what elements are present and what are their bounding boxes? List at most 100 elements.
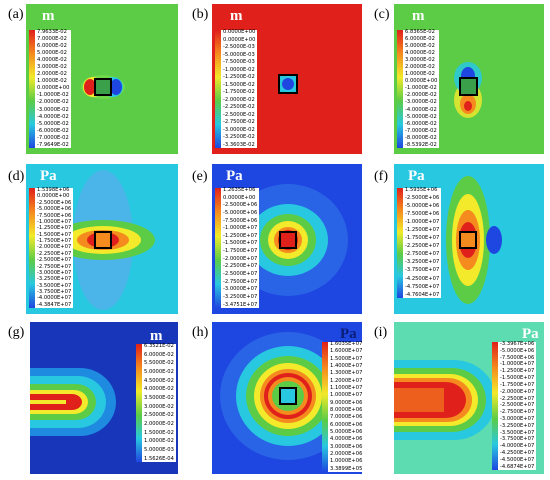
legend-tick-label: -2.5000E+07 — [223, 271, 258, 278]
legend-tick-label: -4.7604E+07 — [405, 291, 440, 298]
legend-tick-label: 1.0000E+07 — [330, 392, 363, 399]
legend-tick-label: -3.2500E-02 — [223, 134, 255, 141]
legend-tick-label: -3.7500E+07 — [37, 289, 72, 295]
legend-tick-label: 1.0000E+06 — [330, 458, 363, 465]
unit-label: m — [42, 8, 55, 24]
legend-tick-label: -2.5000E+06 — [37, 199, 72, 206]
contour-plot — [26, 164, 178, 314]
unit-label: Pa — [522, 326, 539, 342]
legend-tick-label: -2.2500E+07 — [405, 243, 440, 250]
legend-tick-label: -1.7500E+07 — [500, 381, 535, 388]
legend-bar — [29, 188, 35, 308]
panel-label: (f) — [374, 169, 388, 184]
panel-label: (b) — [192, 7, 209, 22]
unit-label: Pa — [40, 168, 57, 184]
legend-tick-label: 1.2000E+07 — [330, 377, 363, 384]
legend-ticks: -3.3967E+06 -5.0000E+06 -7.5000E+06 -1.0000… — [498, 341, 536, 470]
legend-tick-label: 0.0000E+00 — [223, 194, 256, 201]
legend-tick-label: -3.2500E+07 — [37, 276, 72, 283]
legend-tick-label: -1.2500E+07 — [405, 227, 440, 234]
contour-plot — [394, 164, 544, 314]
unit-label: m — [230, 8, 243, 24]
legend-tick-label: 1.2635E+06 — [223, 187, 256, 193]
legend-tick-label: -7.5000E+06 — [405, 211, 440, 218]
legend-tick-label: -2.0000E-02 — [223, 96, 255, 103]
legend-tick-label: -1.2500E-02 — [223, 74, 255, 81]
legend-tick-label: -1.2500E+07 — [223, 232, 258, 239]
legend-tick-label: -4.2500E+07 — [500, 450, 535, 456]
panel-h: (h) Pa 1.6035E+07 1.6000E+07 1.5000E+07 1.4… — [184, 318, 368, 480]
panel-c: (c) m 6.8365E-02 6.0000E-02 5.0000E-02 4.00… — [368, 0, 550, 160]
legend-tick-label: -5.0000E+06 — [223, 209, 258, 216]
legend-tick-label: -2.0000E+07 — [223, 255, 258, 262]
legend-tick-label: 7.9633E-02 — [37, 29, 67, 35]
legend-tick-label: -1.2500E+07 — [37, 225, 72, 232]
legend-bar — [136, 344, 142, 462]
legend-tick-label: -1.5000E+07 — [223, 240, 258, 247]
legend-tick-label: -1.0000E+07 — [405, 219, 440, 226]
legend-ticks: 1.5935E+06 -2.5000E+06 -5.0000E+06 -7.5000E… — [403, 187, 441, 298]
legend-tick-label: -2.0000E+07 — [500, 388, 535, 395]
legend-tick-label: 5.0000E-03 — [144, 447, 174, 454]
legend-tick-label: 1.6035E+07 — [330, 341, 363, 347]
legend-tick-label: -2.5000E+06 — [223, 202, 258, 209]
legend-tick-label: -4.0000E+07 — [500, 443, 535, 450]
color-legend: 6.8365E-02 6.0000E-02 5.0000E-02 4.0000E-02… — [397, 29, 440, 148]
panel-f: (f) Pa 1.5935E+06 -2.5000E+06 -5.0000E+06-… — [368, 160, 550, 318]
legend-tick-label: 1.1000E+07 — [330, 384, 363, 391]
legend-tick-label: -2.7500E-02 — [223, 119, 255, 126]
legend-ticks: 7.9633E-02 7.0000E-02 6.0000E-02 5.0000E-02… — [35, 29, 71, 148]
panel-label: (a) — [8, 7, 24, 22]
legend-tick-label: -3.0000E-02 — [405, 99, 437, 106]
legend-tick-label: 3.0000E-02 — [37, 64, 67, 71]
legend-tick-label: -3.0000E-02 — [37, 106, 69, 113]
unit-label: Pa — [408, 168, 425, 184]
legend-tick-label: 6.0000E-02 — [37, 43, 67, 50]
legend-tick-label: -2.5000E-03 — [223, 44, 255, 51]
legend-tick-label: -8.5392E-02 — [405, 141, 437, 148]
legend-tick-label: 0.0000E+00 — [37, 193, 70, 200]
legend-tick-label: 3.0000E-02 — [405, 57, 435, 64]
legend-tick-label: -4.0000E+07 — [37, 295, 72, 302]
legend-tick-label: -3.3967E+06 — [500, 341, 535, 347]
panel-label: (h) — [192, 325, 209, 340]
legend-tick-label: -2.5000E+06 — [405, 195, 440, 202]
legend-tick-label: -5.0000E-02 — [405, 113, 437, 120]
legend-tick-label: 6.0000E-02 — [405, 36, 435, 43]
legend-tick-label: 2.0000E-02 — [37, 71, 67, 78]
color-legend: 1.5398E+06 0.0000E+00 -2.5000E+06 -5.0000E+… — [29, 187, 74, 308]
legend-tick-label: 6.8365E-02 — [405, 29, 435, 35]
legend-tick-label: -1.0000E+07 — [223, 225, 258, 232]
legend-tick-label: -1.5000E+07 — [37, 231, 72, 238]
legend-bar — [215, 30, 221, 148]
legend-tick-label: -6.0000E-02 — [37, 127, 69, 134]
legend-tick-label: 1.0000E-02 — [405, 71, 435, 78]
legend-tick-label: -2.2500E+07 — [37, 250, 72, 257]
panel-label: (c) — [374, 7, 390, 22]
legend-tick-label: -2.2500E-02 — [223, 104, 255, 111]
legend-tick-label: -2.7500E+07 — [405, 251, 440, 258]
legend-tick-label: 5.0000E-02 — [37, 50, 67, 57]
contour-plot — [26, 4, 178, 154]
legend-tick-label: -7.5000E+06 — [223, 217, 258, 224]
legend-bar — [29, 30, 35, 148]
legend-ticks: 1.6035E+07 1.6000E+07 1.5000E+07 1.4000E+07… — [328, 341, 364, 472]
legend-tick-label: -3.4751E+07 — [223, 301, 258, 308]
legend-ticks: 0.0000E+00 0.0000E+00 -2.5000E-03 -5.0000E-… — [221, 29, 257, 148]
legend-tick-label: -3.5000E+07 — [37, 282, 72, 289]
legend-ticks: 1.5398E+06 0.0000E+00 -2.5000E+06 -5.0000E+… — [35, 187, 73, 308]
legend-tick-label: 0.0000E+00 — [405, 78, 438, 85]
legend-tick-label: -2.2500E+07 — [500, 395, 535, 402]
legend-tick-label: 0.0000E+00 — [223, 36, 256, 43]
legend-tick-label: -7.9649E-02 — [37, 141, 69, 148]
legend-tick-label: 5.0000E-02 — [144, 369, 174, 376]
legend-bar — [397, 30, 403, 148]
legend-tick-label: 4.0000E-02 — [405, 50, 435, 57]
legend-tick-label: -4.6874E+07 — [500, 463, 535, 470]
legend-tick-label: -4.2500E+07 — [405, 275, 440, 282]
legend-tick-label: -5.0000E-02 — [37, 120, 69, 127]
legend-tick-label: 9.0000E+06 — [330, 399, 363, 406]
legend-tick-label: -3.0000E+07 — [37, 269, 72, 276]
legend-tick-label: -4.5000E+07 — [500, 456, 535, 463]
panel-label: (i) — [374, 325, 388, 340]
